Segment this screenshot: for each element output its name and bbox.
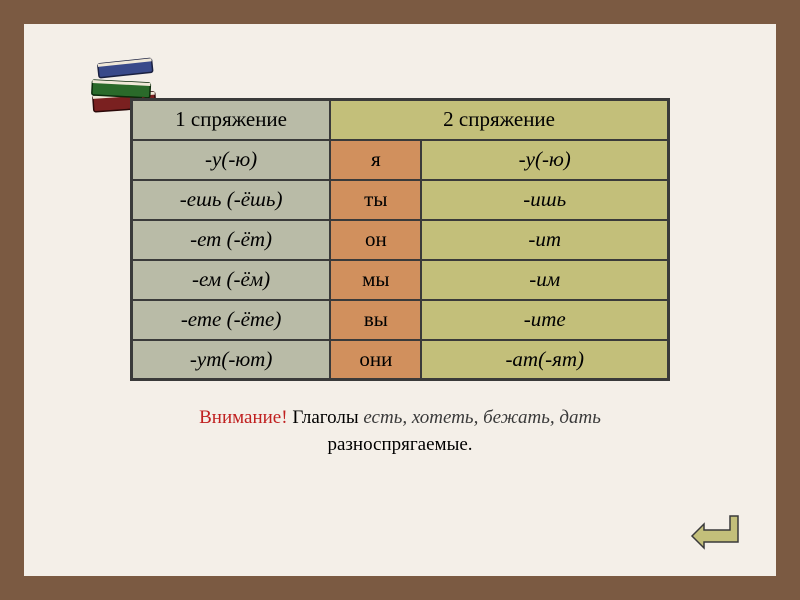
return-arrow-icon[interactable] <box>686 510 742 558</box>
table-row: -у(-ю) я -у(-ю) <box>132 140 669 180</box>
caption-pre: Глаголы <box>288 407 364 428</box>
table-row: -ет (-ёт) он -ит <box>132 220 669 260</box>
ending-left: -ем (-ём) <box>132 260 331 300</box>
ending-right: -им <box>421 260 668 300</box>
ending-right: -ат(-ят) <box>421 340 668 380</box>
conjugation-table: 1 спряжение 2 спряжение -у(-ю) я -у(-ю) … <box>130 98 670 381</box>
ending-left: -ете (-ёте) <box>132 300 331 340</box>
header-conj-1: 1 спряжение <box>132 100 331 140</box>
ending-right: -ит <box>421 220 668 260</box>
header-conj-2: 2 спряжение <box>330 100 668 140</box>
pronoun-cell: вы <box>330 300 421 340</box>
ending-right: -ишь <box>421 180 668 220</box>
table-header-row: 1 спряжение 2 спряжение <box>132 100 669 140</box>
pronoun-cell: я <box>330 140 421 180</box>
ending-right: -ите <box>421 300 668 340</box>
caption-post: разноспрягаемые. <box>327 434 472 455</box>
ending-right: -у(-ю) <box>421 140 668 180</box>
ending-left: -ут(-ют) <box>132 340 331 380</box>
ending-left: -у(-ю) <box>132 140 331 180</box>
pronoun-cell: ты <box>330 180 421 220</box>
pronoun-cell: он <box>330 220 421 260</box>
content-area: 1 спряжение 2 спряжение -у(-ю) я -у(-ю) … <box>130 98 670 458</box>
caption-verbs: есть, хотеть, бежать, дать <box>363 407 601 428</box>
ending-left: -ешь (-ёшь) <box>132 180 331 220</box>
table-row: -ешь (-ёшь) ты -ишь <box>132 180 669 220</box>
slide-frame: 1 спряжение 2 спряжение -у(-ю) я -у(-ю) … <box>0 0 800 600</box>
ending-left: -ет (-ёт) <box>132 220 331 260</box>
caption-text: Внимание! Глаголы есть, хотеть, бежать, … <box>130 405 670 458</box>
table-row: -ете (-ёте) вы -ите <box>132 300 669 340</box>
table-row: -ут(-ют) они -ат(-ят) <box>132 340 669 380</box>
pronoun-cell: они <box>330 340 421 380</box>
caption-warning: Внимание! <box>199 407 287 428</box>
table-row: -ем (-ём) мы -им <box>132 260 669 300</box>
pronoun-cell: мы <box>330 260 421 300</box>
